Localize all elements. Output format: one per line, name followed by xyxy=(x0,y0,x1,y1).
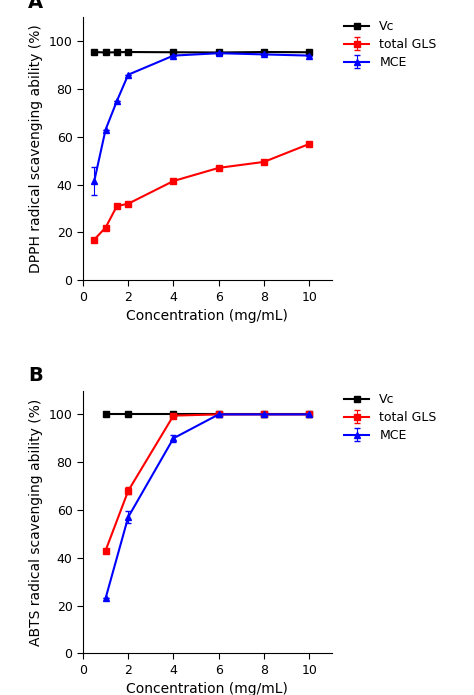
Line: Vc: Vc xyxy=(103,411,312,417)
Vc xyxy=(91,48,97,56)
Legend: Vc, total GLS, MCE: Vc, total GLS, MCE xyxy=(342,391,439,445)
Vc xyxy=(114,48,120,56)
Vc xyxy=(261,48,267,56)
Vc xyxy=(306,48,312,56)
Legend: Vc, total GLS, MCE: Vc, total GLS, MCE xyxy=(342,17,439,72)
Vc xyxy=(216,410,221,418)
Vc xyxy=(261,410,267,418)
Vc xyxy=(103,49,109,57)
X-axis label: Concentration (mg/mL): Concentration (mg/mL) xyxy=(127,309,288,323)
Text: B: B xyxy=(28,366,43,385)
Vc xyxy=(216,49,221,57)
Vc xyxy=(306,410,312,418)
X-axis label: Concentration (mg/mL): Concentration (mg/mL) xyxy=(127,682,288,695)
Y-axis label: ABTS radical scavenging ability (%): ABTS radical scavenging ability (%) xyxy=(29,398,43,646)
Vc xyxy=(171,48,176,56)
Text: A: A xyxy=(28,0,43,12)
Vc xyxy=(125,410,131,418)
Line: Vc: Vc xyxy=(91,49,312,56)
Y-axis label: DPPH radical scavenging ability (%): DPPH radical scavenging ability (%) xyxy=(29,24,43,273)
Vc xyxy=(171,410,176,418)
Vc xyxy=(103,410,109,418)
Vc xyxy=(125,48,131,56)
